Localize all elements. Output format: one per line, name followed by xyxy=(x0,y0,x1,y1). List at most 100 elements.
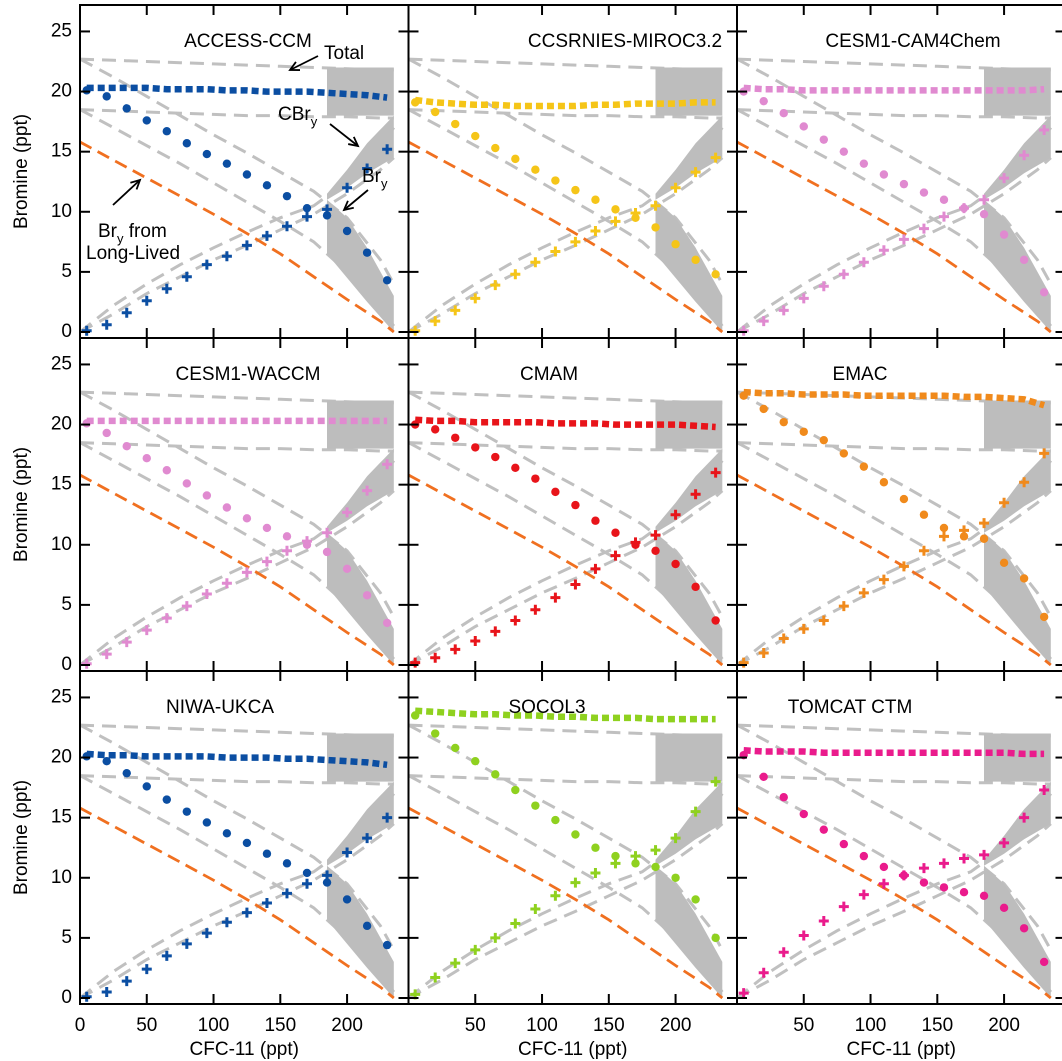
cbry-point xyxy=(302,211,313,222)
bry-point xyxy=(102,756,111,766)
cbry-point xyxy=(758,967,769,978)
bry-point xyxy=(959,887,969,897)
bry-point xyxy=(202,149,212,159)
y-tick-label: 0 xyxy=(61,321,72,342)
cbry-point xyxy=(430,652,441,663)
range-band xyxy=(327,67,394,116)
cbry-point xyxy=(322,204,333,215)
cbry-point xyxy=(918,545,929,556)
cbry-point xyxy=(510,269,521,280)
cbry-point xyxy=(959,853,970,864)
bry-point xyxy=(511,785,520,795)
bry-point xyxy=(242,514,252,523)
range-band xyxy=(984,67,1051,116)
bry-point xyxy=(999,558,1009,568)
bry-point xyxy=(759,96,768,106)
y-tick-label: 10 xyxy=(51,867,72,888)
cbry-point xyxy=(101,649,112,660)
bry-point xyxy=(551,176,560,185)
long-lived-curve xyxy=(80,473,395,667)
y-tick-label: 25 xyxy=(51,686,72,707)
reference-curve xyxy=(408,126,724,334)
bry-point xyxy=(551,815,560,825)
bry-point xyxy=(779,417,788,427)
cbry-point xyxy=(342,507,353,518)
bry-point xyxy=(571,830,580,839)
panel-title: CESM1-CAM4Chem xyxy=(825,31,1000,52)
bry-point xyxy=(382,276,392,285)
cbry-point xyxy=(470,944,481,955)
reference-curve xyxy=(408,723,723,738)
cbry-point xyxy=(241,240,252,251)
bry-point xyxy=(591,843,600,852)
bry-point xyxy=(162,795,171,804)
reference-curve xyxy=(80,126,396,334)
panel-frame xyxy=(736,670,1062,1005)
bry-point xyxy=(122,104,131,113)
bry-point xyxy=(779,108,788,118)
cbry-point xyxy=(430,316,441,327)
cbry-point xyxy=(470,293,481,304)
cbry-point xyxy=(690,806,701,817)
bry-point xyxy=(431,425,440,434)
reference-curve xyxy=(737,489,1052,667)
bry-point xyxy=(142,454,151,463)
x-tick-label: 150 xyxy=(921,1015,953,1036)
cbry-point xyxy=(1019,812,1030,823)
bry-point xyxy=(362,248,372,257)
cbry-point xyxy=(161,283,172,294)
bry-point xyxy=(82,86,91,95)
x-tick-label: 100 xyxy=(526,1015,558,1036)
range-band xyxy=(655,781,723,866)
annotation: Bry xyxy=(362,166,388,191)
reference-curve xyxy=(408,489,724,667)
reference-curve xyxy=(737,723,1051,738)
panel-title: CCSRNIES-MIROC3.2 xyxy=(528,31,722,52)
x-tick-label: 100 xyxy=(198,1015,230,1036)
cbry-point xyxy=(530,904,541,915)
cbry-point xyxy=(530,604,541,615)
range-band xyxy=(327,199,394,332)
cbry-point xyxy=(570,877,581,888)
arrow-head xyxy=(348,136,360,148)
bry-point xyxy=(939,523,949,533)
y-tick-label: 5 xyxy=(61,927,72,948)
bry-point xyxy=(182,807,192,816)
bry-point xyxy=(979,891,989,901)
cbry-point xyxy=(470,635,481,646)
cbry-point xyxy=(999,173,1010,184)
reference-curve xyxy=(80,459,396,667)
cbry-point xyxy=(758,647,769,658)
cbry-point xyxy=(898,561,909,572)
reference-curve xyxy=(737,57,1051,72)
range-band xyxy=(984,448,1051,533)
y-tick-label: 25 xyxy=(51,353,72,374)
bry-point xyxy=(611,851,620,861)
cbry-point xyxy=(362,163,373,174)
annotation: CBry xyxy=(278,104,318,129)
cbry-point xyxy=(979,194,990,205)
total-line xyxy=(86,84,388,101)
y-tick-label: 15 xyxy=(51,141,72,162)
range-band xyxy=(655,865,723,998)
range-band xyxy=(327,115,394,200)
y-tick-label: 20 xyxy=(51,81,72,102)
bry-point xyxy=(859,851,869,861)
bry-point xyxy=(302,868,312,878)
total-line xyxy=(743,747,1045,758)
bry-point xyxy=(739,391,748,400)
cbry-point xyxy=(241,567,252,578)
panel xyxy=(408,390,724,668)
bry-point xyxy=(919,510,929,519)
cbry-point xyxy=(778,305,789,316)
bry-point xyxy=(531,801,540,810)
cbry-point xyxy=(670,509,681,520)
bry-point xyxy=(511,463,520,473)
y-tick-label: 0 xyxy=(61,987,72,1008)
bry-point xyxy=(491,452,500,462)
bry-point xyxy=(511,154,520,164)
range-band xyxy=(984,400,1051,449)
cbry-point xyxy=(1039,125,1050,136)
total-line xyxy=(415,707,716,723)
bry-point xyxy=(819,135,828,144)
